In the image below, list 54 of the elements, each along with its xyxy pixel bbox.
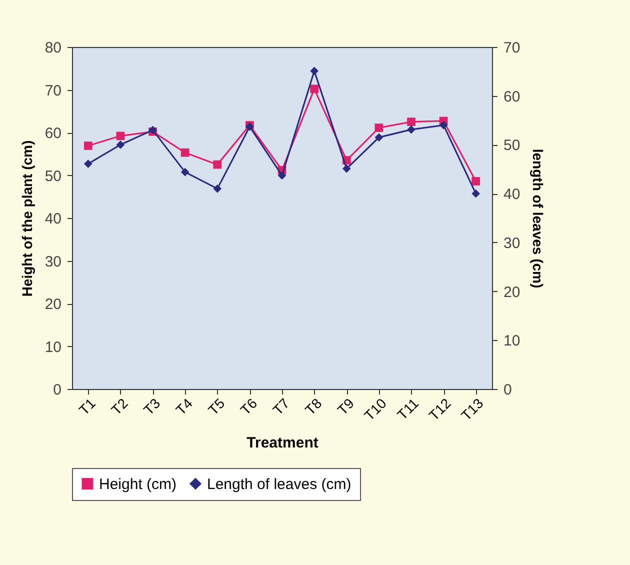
- x-tick-label: T11: [394, 394, 422, 423]
- x-tick-label: T3: [140, 394, 164, 418]
- y-tick-label: 20: [44, 296, 62, 313]
- x-tick-label: T5: [204, 394, 228, 418]
- y-tick-label: 0: [53, 382, 62, 398]
- point: [213, 160, 222, 169]
- point: [84, 142, 92, 150]
- x-tick-label: T9: [334, 394, 358, 418]
- x-tick-label: T12: [426, 394, 454, 424]
- point: [310, 66, 318, 76]
- y2-tick-label: 40: [504, 186, 520, 204]
- x-tick-label: T10: [360, 394, 390, 424]
- point: [278, 171, 286, 180]
- y-tick-label: 40: [44, 210, 62, 228]
- legend-label: Length of leaves (cm): [207, 476, 352, 493]
- y2-tick-label: 30: [504, 234, 520, 252]
- point: [310, 84, 318, 94]
- point: [439, 120, 448, 130]
- y2-axis-title: length of leaves (cm): [530, 148, 546, 288]
- y-tick-label: 50: [44, 168, 62, 185]
- x-tick-label: T4: [172, 394, 196, 418]
- point: [342, 164, 351, 173]
- point: [374, 124, 384, 132]
- point: [116, 140, 125, 149]
- point: [472, 189, 480, 198]
- y-tick-label: 30: [44, 253, 62, 270]
- y2-tick-label: 10: [504, 332, 520, 350]
- y2-tick-label: 60: [504, 88, 520, 106]
- x-tick-label: T1: [76, 394, 99, 418]
- point: [116, 132, 125, 140]
- legend-label: Height (cm): [99, 476, 177, 493]
- point: [472, 177, 480, 186]
- point: [213, 184, 222, 193]
- x-tick-label: T6: [237, 394, 260, 418]
- y2-tick-label: 70: [504, 40, 520, 56]
- y2-tick-label: 0: [504, 382, 512, 398]
- x-tick-label: T2: [108, 394, 132, 418]
- y-tick-label: 60: [44, 125, 62, 142]
- x-tick-label: T13: [458, 394, 486, 424]
- y-axis-title: Height of the plant (cm): [18, 140, 35, 297]
- point: [180, 148, 190, 157]
- point: [407, 118, 416, 126]
- y-tick-label: 10: [44, 338, 62, 356]
- point: [374, 133, 384, 142]
- x-tick-label: T7: [270, 394, 293, 418]
- point: [407, 125, 416, 134]
- point: [180, 168, 190, 176]
- x-tick-label: T8: [302, 394, 325, 418]
- x-axis-title: Treatment: [246, 434, 318, 452]
- y2-tick-label: 50: [504, 137, 520, 154]
- y-tick-label: 70: [44, 82, 62, 100]
- y2-tick-label: 20: [504, 284, 520, 301]
- point: [84, 160, 92, 168]
- y-tick-label: 80: [44, 40, 62, 56]
